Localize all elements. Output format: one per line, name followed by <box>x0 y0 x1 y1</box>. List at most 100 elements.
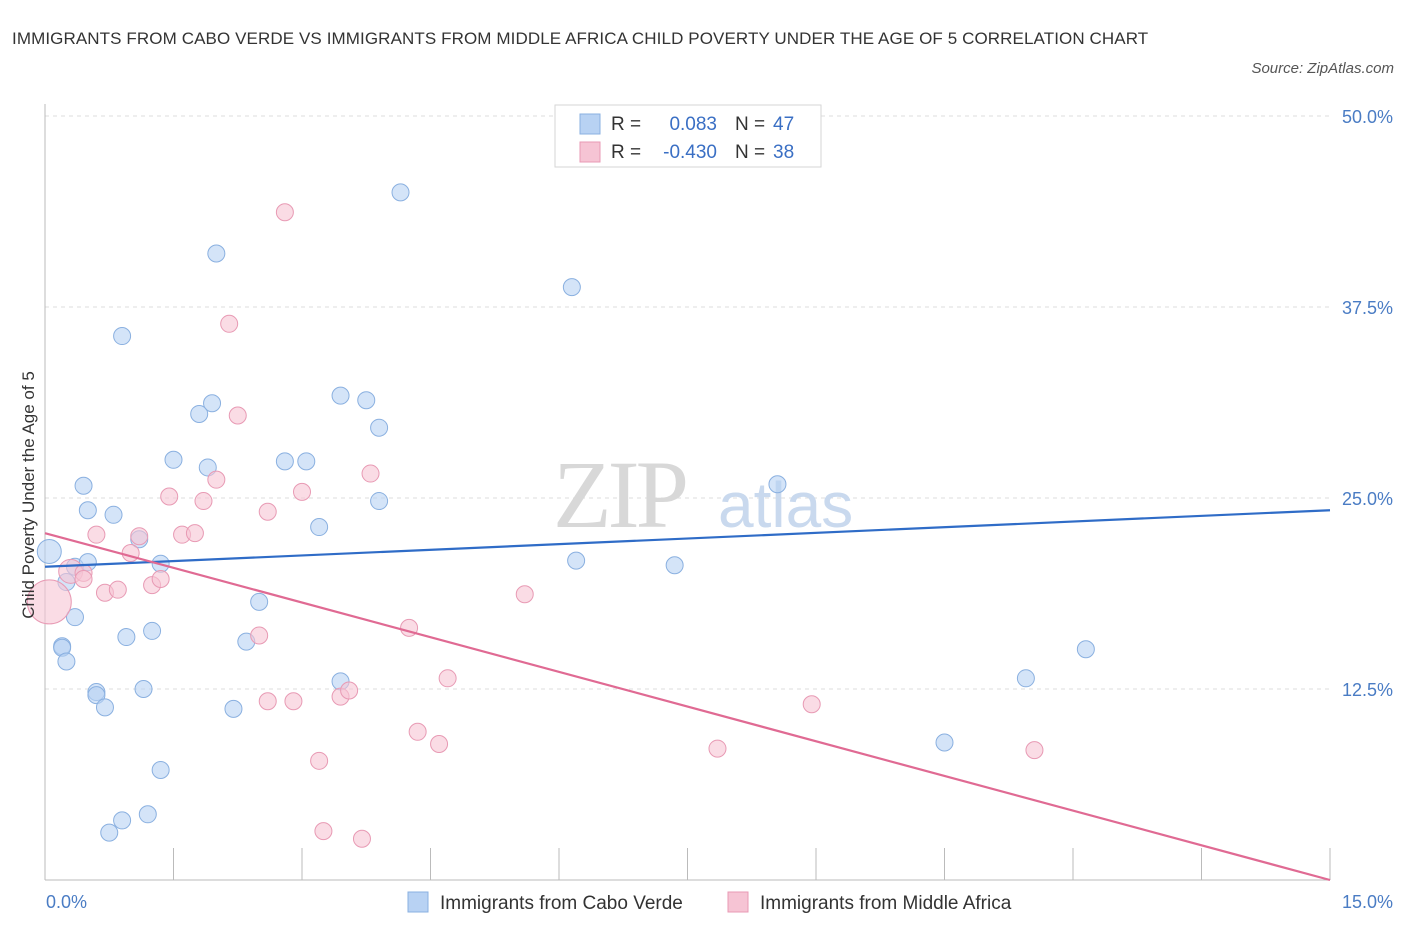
point-cabo-verde <box>104 505 123 524</box>
legend-box: R = 0.083 N = 47 R = -0.430 N = 38 <box>554 104 822 168</box>
point-middle-africa <box>250 626 269 645</box>
point-cabo-verde <box>250 592 269 611</box>
legend-swatch <box>579 141 601 163</box>
x-tick-label-min: 0.0% <box>46 892 87 912</box>
bottom-legend-label: Immigrants from Middle Africa <box>760 893 1012 914</box>
point-cabo-verde <box>95 698 114 717</box>
point-middle-africa <box>194 492 213 511</box>
legend-r-label: R = <box>611 142 641 163</box>
trend-line-cabo-verde <box>44 509 1331 568</box>
bottom-legend-label: Immigrants from Cabo Verde <box>440 893 683 914</box>
source-credit: Source: ZipAtlas.com <box>1251 60 1394 77</box>
point-cabo-verde <box>143 621 162 640</box>
point-cabo-verde <box>1076 640 1095 659</box>
point-middle-africa <box>258 692 277 711</box>
point-middle-africa <box>515 585 534 604</box>
watermark-atlas: atlas <box>718 469 853 541</box>
trend-line-middle-africa <box>44 532 1331 882</box>
point-middle-africa <box>87 525 106 544</box>
point-cabo-verde <box>224 699 243 718</box>
point-cabo-verde <box>57 652 76 671</box>
point-middle-africa <box>293 482 311 501</box>
point-cabo-verde <box>203 394 222 413</box>
point-middle-africa <box>408 722 427 741</box>
point-cabo-verde <box>275 452 294 471</box>
point-cabo-verde <box>370 418 389 437</box>
point-middle-africa <box>802 695 821 714</box>
point-cabo-verde <box>36 538 62 564</box>
point-cabo-verde <box>138 805 157 824</box>
point-cabo-verde <box>562 278 581 297</box>
point-cabo-verde <box>74 476 93 495</box>
point-cabo-verde <box>567 551 586 570</box>
point-cabo-verde <box>665 556 684 575</box>
legend-swatch <box>579 113 601 135</box>
point-middle-africa <box>160 487 179 506</box>
point-middle-africa <box>26 579 72 625</box>
point-middle-africa <box>284 692 303 711</box>
gridlines: 12.5% 25.0% 37.5% 50.0% <box>45 107 1393 700</box>
point-middle-africa <box>207 470 226 489</box>
y-tick-label: 25.0% <box>1342 489 1393 509</box>
point-cabo-verde <box>198 458 217 477</box>
point-middle-africa <box>185 524 204 543</box>
legend-r-label: R = <box>611 114 641 135</box>
point-middle-africa <box>258 502 277 521</box>
watermark: ZIP atlas <box>553 441 853 548</box>
point-middle-africa <box>430 735 449 754</box>
point-cabo-verde <box>87 686 106 705</box>
point-cabo-verde <box>297 452 316 471</box>
bottom-legend: Immigrants from Cabo Verde Immigrants fro… <box>407 891 1012 914</box>
y-tick-label: 50.0% <box>1342 107 1393 127</box>
point-cabo-verde <box>190 404 209 423</box>
legend-r-value: 0.083 <box>669 114 717 135</box>
point-cabo-verde <box>117 628 136 647</box>
point-middle-africa <box>220 314 239 333</box>
trend-lines <box>44 509 1331 882</box>
point-cabo-verde <box>331 386 350 405</box>
point-middle-africa <box>340 681 359 700</box>
point-cabo-verde <box>113 811 132 830</box>
axes: 0.0% 15.0% <box>44 104 1393 912</box>
point-cabo-verde <box>391 183 410 202</box>
legend-r-value: -0.430 <box>663 142 717 163</box>
point-middle-africa <box>275 203 294 222</box>
point-cabo-verde <box>164 450 183 469</box>
point-middle-africa <box>310 751 329 770</box>
point-middle-africa <box>314 822 333 841</box>
point-cabo-verde <box>310 518 329 537</box>
legend-n-label: N = <box>735 114 765 135</box>
point-cabo-verde <box>768 475 787 494</box>
point-middle-africa <box>438 669 457 688</box>
point-middle-africa <box>1025 741 1044 760</box>
point-cabo-verde <box>370 492 389 511</box>
point-cabo-verde <box>134 680 153 698</box>
point-cabo-verde <box>357 391 376 410</box>
point-middle-africa <box>352 829 371 848</box>
point-middle-africa <box>151 569 170 588</box>
point-middle-africa <box>228 406 247 425</box>
point-middle-africa <box>74 569 93 588</box>
data-points <box>26 183 1095 848</box>
point-cabo-verde <box>151 760 170 779</box>
point-cabo-verde <box>65 608 84 627</box>
point-cabo-verde <box>78 501 97 520</box>
point-cabo-verde <box>207 244 226 263</box>
legend-n-label: N = <box>735 142 765 163</box>
point-cabo-verde <box>935 733 954 752</box>
point-middle-africa <box>361 464 380 483</box>
watermark-zip: ZIP <box>553 441 686 548</box>
point-middle-africa <box>130 527 149 546</box>
legend-n-value: 47 <box>773 114 794 135</box>
point-middle-africa <box>708 739 727 758</box>
point-middle-africa <box>108 580 127 599</box>
point-cabo-verde <box>100 823 119 842</box>
point-cabo-verde <box>1016 669 1035 688</box>
point-cabo-verde <box>113 327 132 346</box>
y-tick-label: 37.5% <box>1342 298 1393 318</box>
x-tick-label-max: 15.0% <box>1342 892 1393 912</box>
chart-title: IMMIGRANTS FROM CABO VERDE VS IMMIGRANTS… <box>12 29 1149 48</box>
legend-n-value: 38 <box>773 142 794 163</box>
